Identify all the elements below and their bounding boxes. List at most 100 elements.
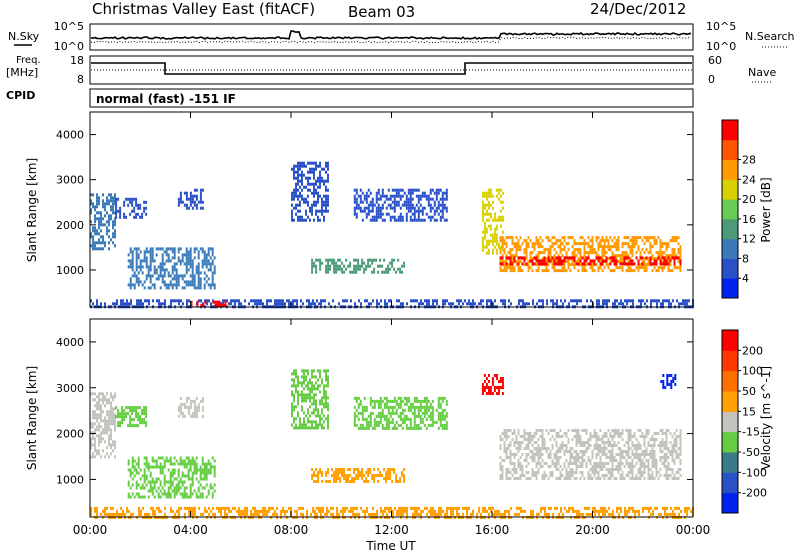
nsearch-label: N.Search [745,30,795,43]
power-colorbar-tick-6: 28 [742,154,756,167]
velocity-y-tick-1: 2000 [56,428,84,441]
power-colorbar-band-4 [722,199,738,220]
velocity-panel: 1000 2000 3000 4000 00:00 04:00 08:00 12:00 16:… [25,318,711,553]
cpid-value: normal (fast) -151 IF [96,92,236,106]
velocity-y-ticks: 1000 2000 3000 4000 [56,336,693,486]
velocity-colorbar-tick-0: 200 [742,344,763,357]
x-tick-0: 00:00 [73,523,108,537]
velocity-echo-region-6 [353,396,448,430]
power-colorbar-band-7 [722,139,738,161]
freq-label: Freq. [16,55,41,66]
velocity-echo-region-3 [177,396,204,418]
velocity-colorbar-tick-1: 100 [742,365,763,378]
power-panel: 1000 2000 3000 4000 Slant Range [km] [25,111,694,309]
freq-unit: [MHz] [6,66,38,79]
velocity-colorbar-band-2 [722,452,738,473]
power-colorbar-band-8 [722,120,738,141]
power-colorbar-band-3 [722,218,738,240]
cpid-label: CPID [6,89,35,102]
power-colorbar-band-2 [722,238,738,259]
velocity-colorbar-tick-2: 50 [742,385,756,398]
velocity-echo-region-7 [481,374,504,395]
velocity-y-tick-3: 4000 [56,336,84,349]
power-echo-region-4 [291,161,329,222]
power-colorbar-tick-3: 16 [742,213,756,226]
nsearch-line [91,36,692,44]
velocity-colorbar: 200 100 50 15 -15 -50 -100 -200 [721,329,767,514]
velocity-echo-region-0 [90,392,116,459]
power-heatmap-cells [90,161,694,309]
power-colorbar-tick-4: 20 [742,193,756,206]
velocity-colorbar-tick-6: -100 [742,466,767,479]
velocity-echo-region-9 [660,374,677,389]
power-echo-region-9 [499,256,682,266]
nave-label: Nave [748,66,776,79]
velocity-colorbar-tick-5: -50 [742,446,760,459]
nsky-line [90,30,692,40]
velocity-ylabel: Slant Range [km] [25,366,39,470]
velocity-colorbar-band-8 [722,330,738,351]
power-echo-region-8 [499,236,682,273]
velocity-heatmap-cells [90,369,694,519]
x-tick-5: 20:00 [575,523,610,537]
x-axis-label: Time UT [365,539,416,553]
noise-left-tick-high: 10^5 [54,20,84,33]
power-echo-region-6 [353,188,448,222]
power-colorbar-band-6 [722,159,738,180]
velocity-colorbar-band-1 [722,472,738,494]
frequency-line [91,62,692,75]
cpid-panel [89,88,694,108]
power-colorbar-band-0 [722,278,738,299]
freq-tick-low: 8 [77,73,84,86]
velocity-y-tick-0: 1000 [56,473,84,486]
velocity-colorbar-tick-4: -15 [742,426,760,439]
velocity-colorbar-band-4 [722,411,738,433]
velocity-colorbar-tick-3: 15 [742,405,756,418]
velocity-colorbar-band-3 [722,431,738,453]
freq-tick-high: 18 [70,54,84,67]
power-colorbar: 4 8 12 16 20 24 28 [721,119,756,299]
noise-left-tick-low: 10^0 [54,40,84,53]
velocity-echo-region-8 [499,429,682,480]
velocity-colorbar-band-5 [722,391,738,412]
x-tick-2: 08:00 [274,523,309,537]
plot-title: Christmas Valley East (fitACF) [92,0,315,18]
velocity-echo-region-4 [291,369,329,430]
power-echo-region-2 [127,247,216,290]
power-ylabel: Slant Range [km] [25,158,39,262]
velocity-colorbar-tick-7: -200 [742,487,767,500]
velocity-x-ticks: 00:00 04:00 08:00 12:00 16:00 20:00 00:00 [73,319,711,537]
power-y-tick-2: 3000 [56,174,84,187]
power-echo-region-5 [311,258,406,274]
nave-tick-low: 0 [708,73,715,86]
power-colorbar-band-1 [722,258,738,279]
power-y-tick-3: 4000 [56,129,84,142]
nsky-label: N.Sky [8,30,40,43]
power-colorbar-tick-1: 8 [742,252,749,265]
velocity-colorbar-label: Velocity [m s^-1] [759,366,773,470]
velocity-y-tick-2: 3000 [56,382,84,395]
power-colorbar-band-5 [722,179,738,200]
noise-right-tick-high: 10^5 [706,20,736,33]
power-echo-region-1 [115,197,148,219]
velocity-colorbar-band-0 [722,492,738,514]
power-colorbar-label: Power [dB] [759,177,773,242]
velocity-echo-region-5 [311,468,406,483]
power-echo-region-0 [90,193,116,251]
power-x-ticks [89,112,694,307]
x-tick-1: 04:00 [173,523,208,537]
frequency-panel: Freq. [MHz] 18 8 60 0 Nave [6,54,776,86]
power-y-ticks: 1000 2000 3000 4000 [56,129,693,277]
nave-tick-high: 60 [708,54,722,67]
velocity-colorbar-band-7 [722,350,738,372]
power-colorbar-tick-5: 24 [742,173,756,186]
power-colorbar-tick-2: 12 [742,233,756,246]
noise-panel: N.Sky N.Search 10^5 10^0 10^5 10^0 [8,20,795,53]
power-y-tick-1: 2000 [56,219,84,232]
beam-label: Beam 03 [348,3,415,21]
x-tick-6: 00:00 [676,523,711,537]
velocity-echo-region-1 [115,406,148,428]
velocity-echo-region-2 [127,456,216,499]
power-echo-region-7 [481,188,504,255]
